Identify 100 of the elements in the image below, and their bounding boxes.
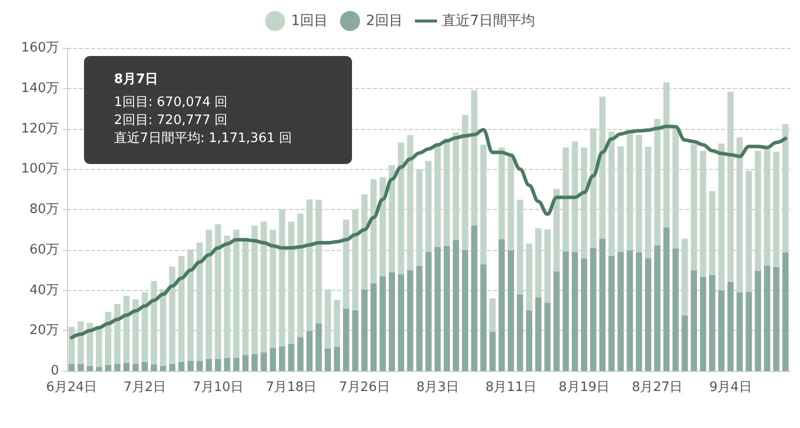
bar xyxy=(252,354,258,371)
x-tick-label: 7月2日 xyxy=(124,380,166,395)
bar xyxy=(398,274,404,371)
bar xyxy=(416,266,422,371)
annotation: 8月7日 xyxy=(114,71,160,89)
bar xyxy=(96,366,102,371)
legend-label: 1回目 xyxy=(291,13,328,29)
bar xyxy=(196,360,203,371)
bar xyxy=(663,227,670,371)
y-tick-label: 100万 xyxy=(21,162,59,177)
bar xyxy=(352,310,358,371)
line-series xyxy=(70,124,788,340)
bar xyxy=(388,272,396,371)
bar xyxy=(260,352,267,371)
x-tick-label: 6月24日 xyxy=(46,380,97,395)
bar xyxy=(554,271,560,371)
bar xyxy=(334,346,340,371)
x-tick-label: 8月27日 xyxy=(632,380,683,395)
bar xyxy=(288,344,294,371)
y-tick-label: 140万 xyxy=(21,80,59,96)
bar xyxy=(690,270,698,371)
bar xyxy=(580,258,588,371)
bar xyxy=(242,355,249,371)
bar xyxy=(498,239,505,371)
y-tick-label: 120万 xyxy=(21,121,59,136)
bar xyxy=(278,346,286,371)
bar xyxy=(380,276,386,371)
bar xyxy=(407,270,414,371)
bar xyxy=(736,292,743,371)
x-tick-label: 8月11日 xyxy=(485,380,536,395)
legend-label: 2回目 xyxy=(366,13,403,29)
x-tick-label: 8月3日 xyxy=(416,380,459,395)
legend-label: 直近7日間平均 xyxy=(442,13,535,29)
bar xyxy=(645,258,652,371)
bar xyxy=(590,248,596,371)
bar xyxy=(773,266,780,371)
bar xyxy=(462,250,468,371)
bar xyxy=(324,348,331,371)
bar xyxy=(206,358,212,371)
y-tick-label: 0 xyxy=(50,364,59,378)
annotation: 直近7日間平均: 1,171,361 回 xyxy=(114,130,294,148)
bar xyxy=(105,364,112,371)
y-tick-label: 80万 xyxy=(29,202,59,217)
bar xyxy=(370,283,377,371)
bar xyxy=(68,364,75,371)
y-tick-label: 40万 xyxy=(29,282,59,298)
bar xyxy=(132,364,139,371)
bar xyxy=(572,252,578,371)
bar xyxy=(782,252,789,371)
bar xyxy=(489,332,496,371)
bar xyxy=(754,270,762,371)
bar xyxy=(526,310,532,371)
bar xyxy=(297,337,304,371)
annotation: 2回目: 720,777 回 xyxy=(114,112,229,130)
bar xyxy=(471,225,478,371)
bar xyxy=(434,246,441,371)
bar xyxy=(270,348,276,371)
bar xyxy=(452,240,460,371)
bar xyxy=(142,362,148,371)
bar xyxy=(233,358,240,371)
bar xyxy=(718,290,724,371)
bar xyxy=(682,315,688,371)
y-tick-label: 60万 xyxy=(29,242,59,258)
bar xyxy=(636,252,642,371)
bar xyxy=(78,364,84,371)
bar xyxy=(480,264,487,371)
bar xyxy=(709,274,716,371)
bar xyxy=(178,362,185,371)
bar xyxy=(160,366,166,371)
bar xyxy=(626,250,633,371)
bar xyxy=(114,364,120,371)
bar xyxy=(727,282,734,371)
bar xyxy=(700,276,706,371)
bar xyxy=(361,289,368,371)
bar xyxy=(425,252,432,371)
y-tick-label: 160万 xyxy=(21,40,59,56)
y-tick-label: 20万 xyxy=(29,323,59,338)
bar xyxy=(764,266,770,371)
bar xyxy=(316,324,322,371)
bar xyxy=(654,245,660,371)
bar xyxy=(672,248,679,371)
bar xyxy=(599,238,606,371)
bar xyxy=(187,360,194,371)
x-tick-label: 7月26日 xyxy=(339,380,390,395)
bar xyxy=(169,364,176,371)
bar xyxy=(306,331,313,371)
bar xyxy=(214,358,222,371)
x-tick-label: 8月19日 xyxy=(558,380,610,395)
bar xyxy=(535,298,542,371)
bar xyxy=(508,250,514,371)
bar xyxy=(444,246,450,371)
bar xyxy=(150,364,158,371)
bar xyxy=(516,294,524,371)
bar xyxy=(562,251,569,371)
x-tick-label: 7月10日 xyxy=(192,380,244,395)
bar xyxy=(544,302,551,371)
bar xyxy=(618,252,624,371)
bar xyxy=(224,358,230,371)
bar xyxy=(86,366,93,371)
annotation: 1回目: 670,074 回 xyxy=(114,94,229,112)
